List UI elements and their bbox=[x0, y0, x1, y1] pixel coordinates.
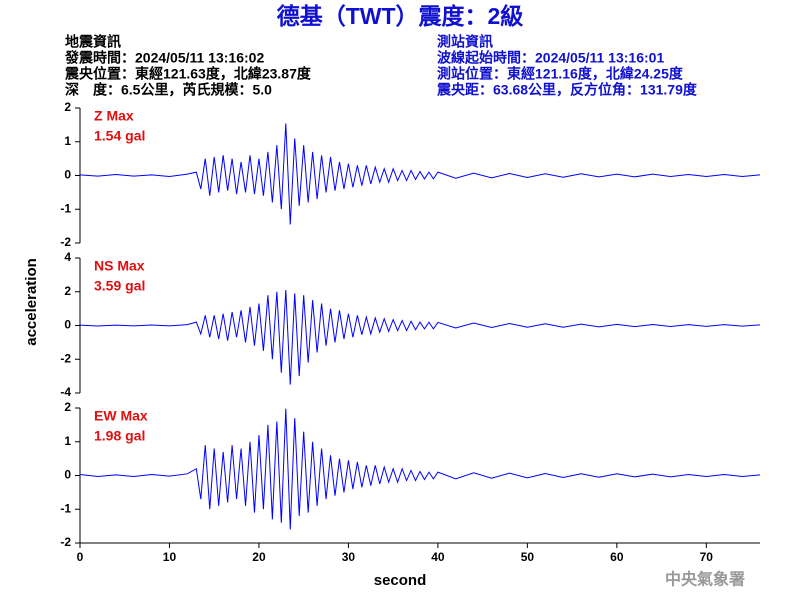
y-tick-label: 1 bbox=[64, 134, 71, 148]
x-tick-label: 10 bbox=[163, 550, 177, 564]
y-tick-label: -1 bbox=[60, 201, 71, 215]
station-line: 測站位置：東經121.16度，北緯24.25度 bbox=[437, 66, 684, 82]
info-line: 震央位置：東經121.63度，北緯23.87度 bbox=[64, 66, 312, 82]
info-line: 深 度：6.5公里，芮氏規模：5.0 bbox=[65, 82, 272, 98]
y-tick-label: 4 bbox=[64, 250, 71, 264]
waveform bbox=[79, 408, 761, 530]
x-tick-label: 50 bbox=[521, 550, 535, 564]
panel-annotation: 3.59 gal bbox=[94, 278, 145, 294]
footer: 中央氣象署 bbox=[665, 570, 745, 589]
panel-annotation: 1.54 gal bbox=[94, 128, 145, 144]
x-tick-label: 40 bbox=[431, 550, 445, 564]
station-line: 測站資訊 bbox=[437, 34, 493, 50]
panel-annotation: NS Max bbox=[94, 258, 145, 274]
x-tick-label: 30 bbox=[342, 550, 356, 564]
x-tick-label: 20 bbox=[252, 550, 266, 564]
y-tick-label: 0 bbox=[64, 318, 71, 332]
y-tick-label: -2 bbox=[60, 535, 71, 549]
panel-annotation: EW Max bbox=[94, 408, 148, 424]
chart-title: 德基（TWT）震度：2級 bbox=[277, 3, 524, 29]
y-tick-label: 0 bbox=[64, 468, 71, 482]
x-tick-label: 60 bbox=[610, 550, 624, 564]
info-line: 發震時間：2024/05/11 13:16:02 bbox=[64, 50, 264, 66]
x-axis-label: second bbox=[374, 572, 427, 589]
station-line: 震央距：63.68公里，反方位角：131.79度 bbox=[436, 82, 698, 98]
x-tick-label: 0 bbox=[77, 550, 84, 564]
y-axis-label: acceleration bbox=[23, 258, 40, 346]
station-line: 波線起始時間：2024/05/11 13:16:01 bbox=[437, 50, 664, 66]
panel-annotation: Z Max bbox=[94, 108, 134, 124]
y-tick-label: -1 bbox=[60, 501, 71, 515]
y-tick-label: 2 bbox=[64, 100, 71, 114]
panel-annotation: 1.98 gal bbox=[94, 428, 145, 444]
y-tick-label: -4 bbox=[60, 385, 71, 399]
x-tick-label: 70 bbox=[700, 550, 714, 564]
y-tick-label: 2 bbox=[64, 400, 71, 414]
waveform bbox=[79, 290, 761, 385]
y-tick-label: 1 bbox=[64, 434, 71, 448]
waveform bbox=[79, 123, 761, 225]
y-tick-label: 2 bbox=[64, 284, 71, 298]
info-line: 地震資訊 bbox=[65, 34, 121, 50]
y-tick-label: 0 bbox=[64, 168, 71, 182]
y-tick-label: -2 bbox=[60, 235, 71, 249]
y-tick-label: -2 bbox=[60, 351, 71, 365]
